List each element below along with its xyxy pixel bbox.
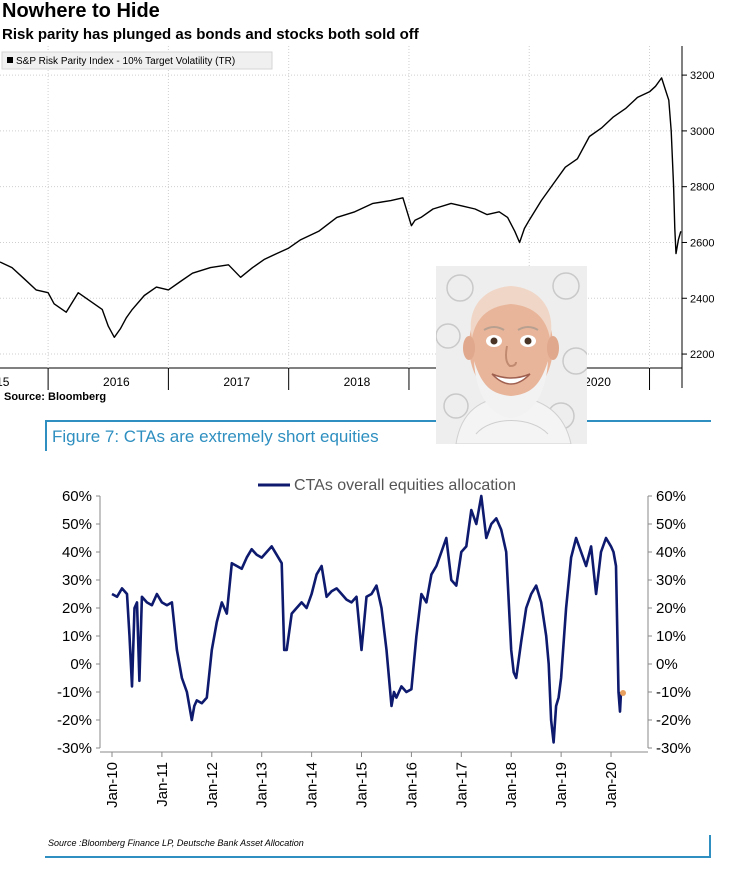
- x-tick-label: 2020: [584, 375, 611, 389]
- series-line: [111, 494, 623, 744]
- figure-left-rule: [45, 422, 47, 451]
- y-tick-label-right: -30%: [656, 740, 691, 757]
- legend-label: CTAs overall equities allocation: [294, 477, 516, 494]
- y-tick-label-right: 0%: [656, 656, 678, 673]
- y-tick-label: 2200: [690, 349, 714, 361]
- y-tick-label-left: -30%: [57, 740, 92, 757]
- x-tick-label: Jan-11: [154, 762, 171, 807]
- y-tick-label-left: -10%: [57, 684, 92, 701]
- y-tick-label-right: 60%: [656, 488, 686, 505]
- chart-title: Nowhere to Hide: [2, 0, 160, 22]
- risk-parity-chart: 2200 2400 2600 2800 3000 3200 2015 2016 2017 2018…: [0, 46, 714, 390]
- y-tick-label-left: -20%: [57, 712, 92, 729]
- y-tick-label: 3200: [690, 70, 714, 82]
- series-line: [0, 77, 682, 338]
- y-tick-label: 3000: [690, 126, 714, 138]
- y-tick-label-left: 30%: [62, 572, 92, 589]
- figure-right-rule: [709, 835, 711, 858]
- y-tick-label-left: 0%: [70, 656, 92, 673]
- y-tick-label-right: 30%: [656, 572, 686, 589]
- x-tick-label: Jan-17: [453, 762, 470, 808]
- figure-title: Figure 7: CTAs are extremely short equit…: [52, 427, 379, 446]
- figure-top-rule: [45, 420, 711, 422]
- x-tick-label: 2018: [344, 375, 371, 389]
- x-tick-label: Jan-13: [254, 762, 271, 808]
- y-tick-label-right: 10%: [656, 628, 686, 645]
- smiling-man-photo-icon: [436, 266, 587, 444]
- last-point-marker: [620, 690, 627, 696]
- y-tick-label-left: 20%: [62, 600, 92, 617]
- y-tick-label-right: -10%: [656, 684, 691, 701]
- y-tick-label-left: 60%: [62, 488, 92, 505]
- y-tick-label: 2800: [690, 182, 714, 194]
- x-tick-label: Jan-16: [403, 762, 420, 808]
- y-tick-label-right: 50%: [656, 516, 686, 533]
- y-tick-label-left: 40%: [62, 544, 92, 561]
- x-tick-label: Jan-20: [603, 762, 620, 808]
- y-tick-label-right: 40%: [656, 544, 686, 561]
- legend-label: S&P Risk Parity Index - 10% Target Volat…: [16, 56, 235, 67]
- y-tick-label: 2600: [690, 237, 714, 249]
- x-tick-label: Jan-18: [503, 762, 520, 808]
- x-tick-label: 2017: [223, 375, 250, 389]
- x-tick-label: Jan-10: [104, 762, 121, 808]
- source-note-2: Source :Bloomberg Finance LP, Deutsche B…: [48, 838, 304, 848]
- x-tick-label: 2016: [103, 375, 130, 389]
- x-tick-label: Jan-12: [204, 762, 221, 808]
- chart-subtitle: Risk parity has plunged as bonds and sto…: [2, 26, 419, 43]
- y-tick-label: 2400: [690, 293, 714, 305]
- legend-box: [1, 51, 273, 70]
- x-tick-label: Jan-19: [553, 762, 570, 808]
- x-tick-label: Jan-15: [354, 762, 371, 808]
- y-tick-label-left: 10%: [62, 628, 92, 645]
- cta-allocation-chart: -30% -30% -20% -20% -10% -10% 0% 0% 10% 10% 20% 20%…: [57, 477, 691, 808]
- y-tick-label-left: 50%: [62, 516, 92, 533]
- legend-swatch: [7, 57, 13, 63]
- y-tick-label-right: -20%: [656, 712, 691, 729]
- figure-bottom-rule: [45, 856, 711, 858]
- source-note: Source: Bloomberg: [4, 391, 107, 403]
- x-tick-label: 2015: [0, 375, 10, 389]
- y-tick-label-right: 20%: [656, 600, 686, 617]
- x-tick-label: Jan-14: [304, 762, 321, 808]
